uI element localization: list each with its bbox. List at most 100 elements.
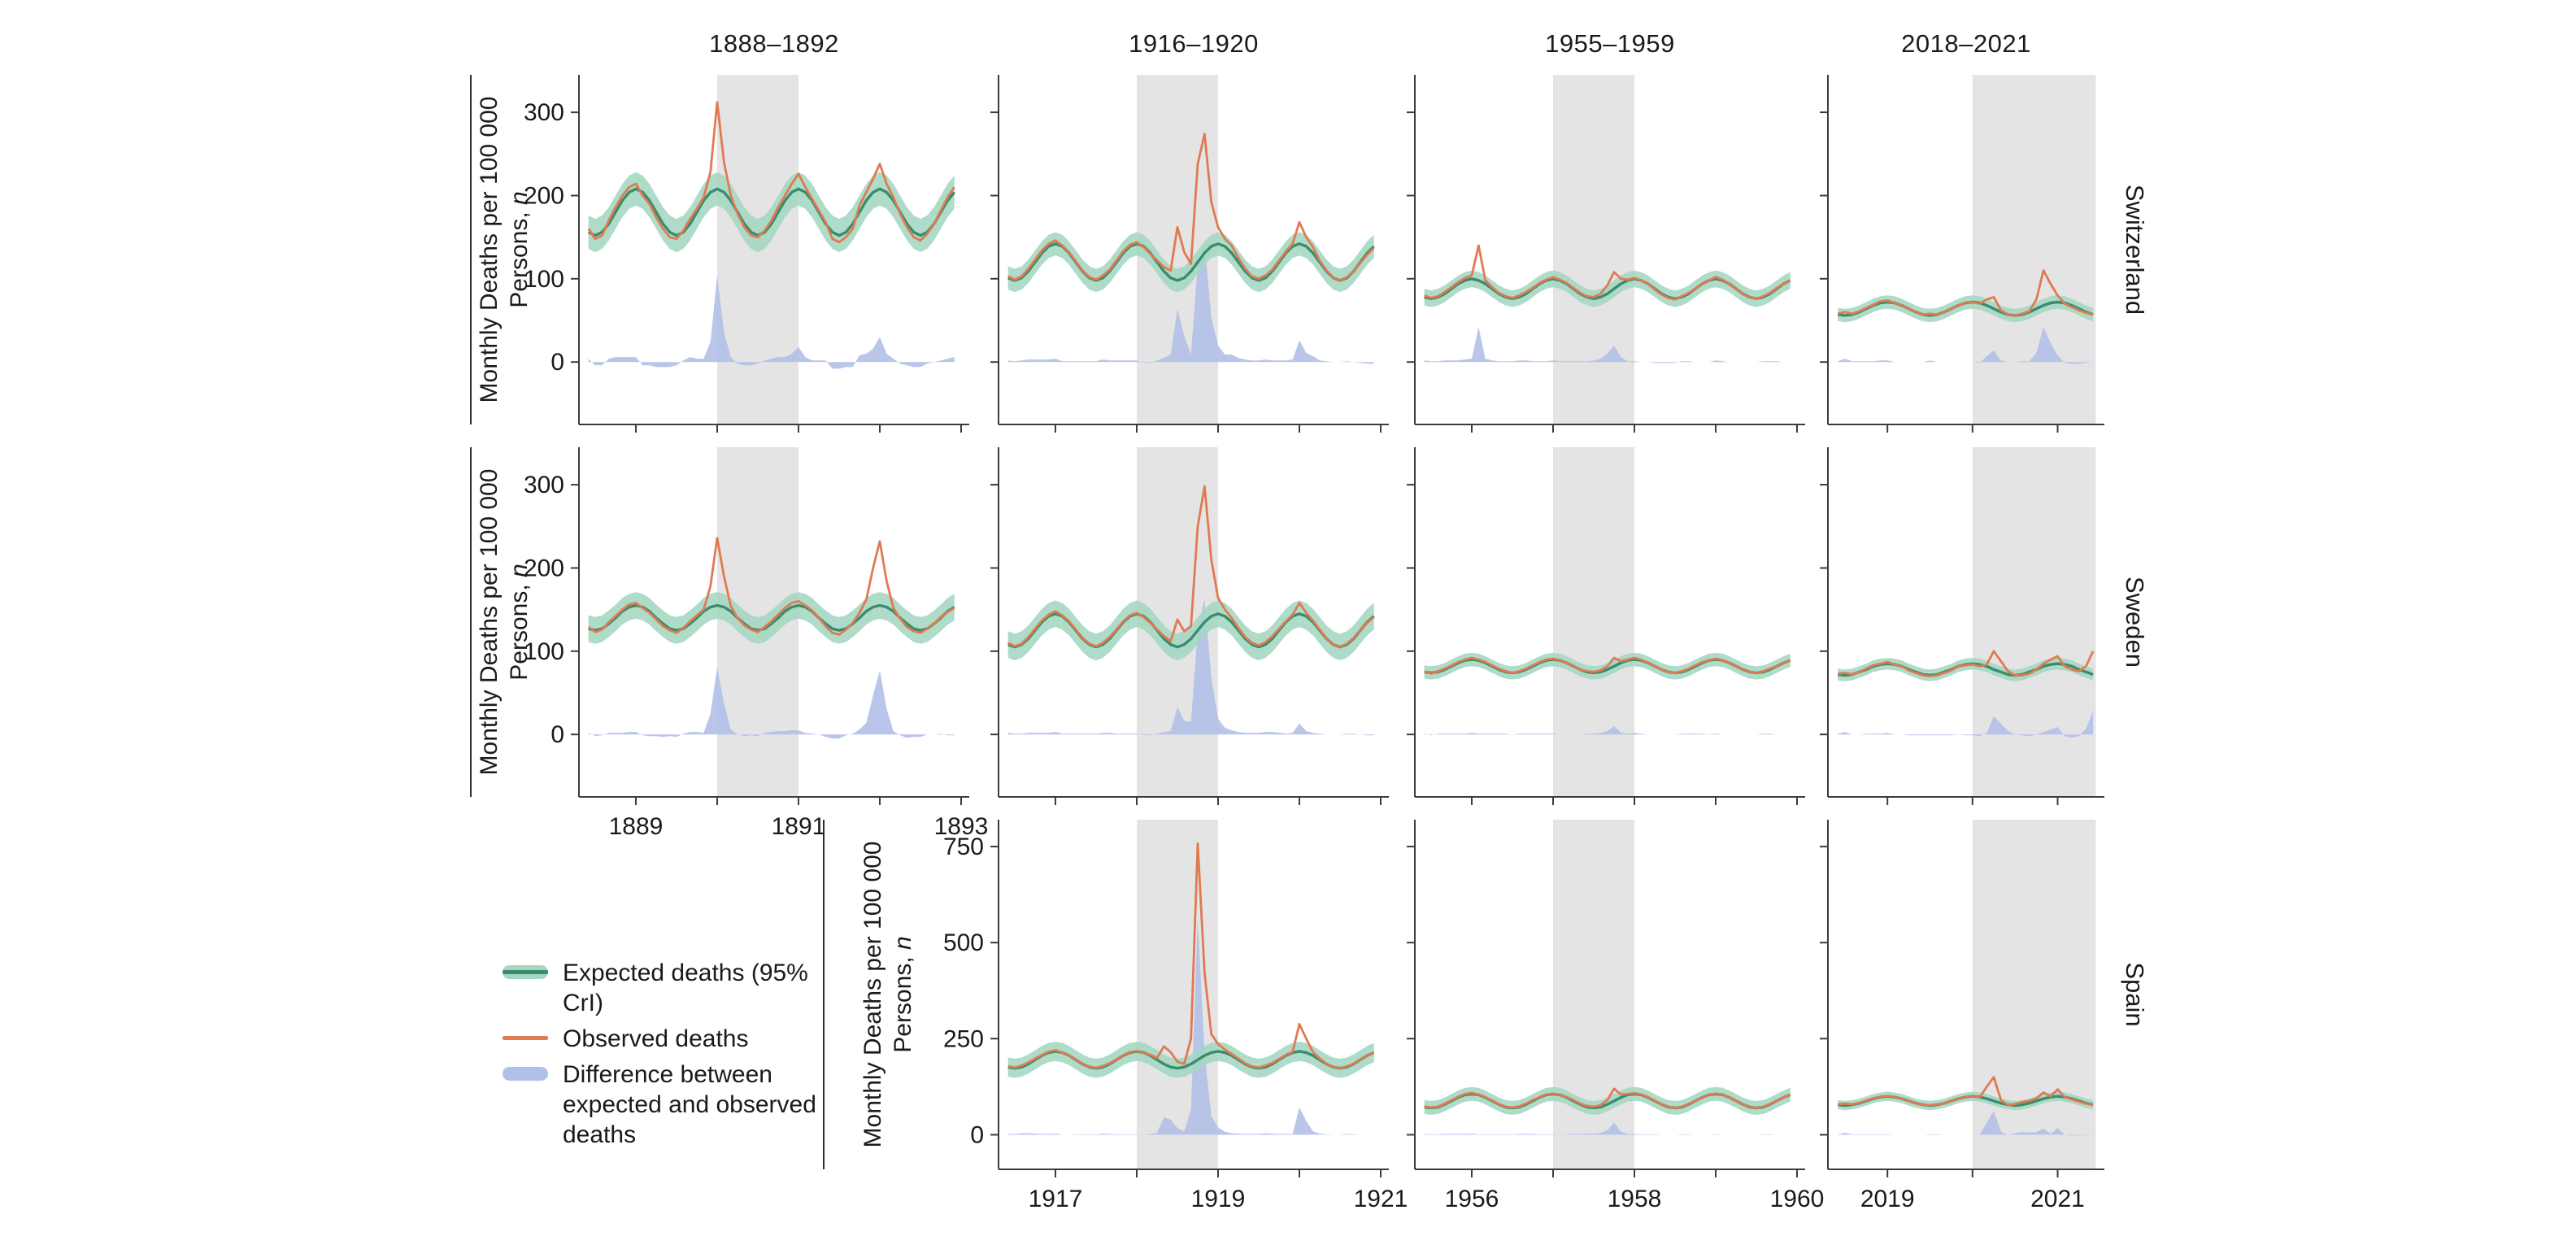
difference-swatch-icon [503,1067,548,1081]
x-tick-label: 1893 [934,813,989,840]
y-tick-label: 100 [524,266,564,293]
observed-line-swatch-icon [503,1036,548,1040]
pandemic-period-band [1972,75,2096,424]
observed-deaths-line [1007,842,1375,1070]
difference-area [1424,726,1791,736]
x-tick-label: 2021 [2030,1186,2085,1212]
observed-deaths-line [1424,656,1791,675]
pandemic-period-band [1553,75,1634,424]
chart-svg: 0 100 200 300 [524,75,969,433]
panel-switzerland-1916-1920 [990,75,1389,433]
chart-svg: 0 100 200 300 1889 1891 1893 [524,447,988,840]
panel-spain-2018-2021: 2019 2021 [1820,820,2104,1212]
column-title-2018-2021: 2018–2021 [1901,29,2031,58]
column-title-1888-1892: 1888–1892 [709,29,839,58]
figure-edge-line [470,447,472,797]
chart-svg: 0 250 500 750 1917 1919 1921 [943,820,1408,1212]
panel-sweden-1916-1920 [990,447,1389,805]
observed-deaths-line [587,101,955,244]
chart-svg [1820,447,2104,805]
chart-svg [1407,447,1805,805]
pandemic-period-band [1553,447,1634,797]
y-tick-label: 0 [550,721,564,748]
observed-deaths-line [587,537,955,636]
credible-interval-band [1838,295,2094,323]
difference-area [1838,711,2094,738]
difference-area [588,275,955,369]
panel-sweden-1955-1959 [1407,447,1805,805]
y-tick-label: 300 [524,99,564,126]
y-tick-label: 500 [943,929,984,956]
observed-deaths-line [1424,1087,1791,1109]
x-tick-label: 2019 [1860,1186,1915,1212]
figure-edge-line [470,75,472,424]
pandemic-period-band [1972,447,2096,797]
legend-label-observed: Observed deaths [563,1025,749,1052]
observed-deaths-line [1838,650,2095,677]
chart-svg [990,75,1389,433]
chart-svg [1820,75,2104,433]
column-title-1916-1920: 1916–1920 [1129,29,1259,58]
panel-spain-1916-1920: 0 250 500 750 1917 1919 1921 [943,820,1408,1212]
chart-svg [990,447,1389,805]
observed-deaths-line [1838,1076,2094,1107]
panel-switzerland-2018-2021 [1820,75,2104,433]
observed-deaths-line [1007,485,1375,649]
panel-spain-1955-1959: 1956 1958 1960 [1407,820,1824,1212]
expected-line-swatch-icon [503,970,548,974]
difference-area [588,667,955,739]
y-tick-label: 300 [524,472,564,498]
y-tick-label: 0 [550,349,564,376]
panel-sweden-1888-1892: 0 100 200 300 1889 1891 1893 [524,447,988,840]
pandemic-period-band [1972,820,2096,1169]
legend-item-expected: Expected deaths (95% CrI) [503,958,885,1018]
credible-interval-band [588,172,955,253]
observed-deaths-line [1837,269,2094,317]
x-tick-label: 1956 [1445,1186,1499,1212]
y-axis-title-n: n [890,936,916,950]
expected-deaths-line [587,187,956,237]
chart-svg: 1956 1958 1960 [1407,820,1824,1212]
row-label-spain: Spain [2121,962,2149,1027]
chart-svg [1407,75,1805,433]
x-tick-label: 1891 [772,813,826,840]
y-tick-label: 750 [943,833,984,860]
y-tick-label: 0 [970,1122,984,1149]
row-label-sweden: Sweden [2121,576,2149,668]
column-title-1955-1959: 1955–1959 [1545,29,1675,58]
legend-item-observed: Observed deaths [503,1024,885,1054]
y-tick-label: 100 [524,638,564,665]
observed-swatch [503,1031,548,1045]
row-label-switzerland: Switzerland [2121,184,2149,316]
y-tick-label: 250 [943,1025,984,1052]
credible-interval-band [1838,658,2094,681]
legend: Expected deaths (95% CrI) Observed death… [503,958,885,1155]
panel-switzerland-1888-1892: 0 100 200 300 [524,75,969,433]
y-axis-title-text: Monthly Deaths per 100 000 Persons, [476,96,533,403]
chart-svg: 2019 2021 [1820,820,2104,1212]
x-tick-label: 1960 [1770,1186,1825,1212]
x-tick-label: 1919 [1191,1186,1246,1212]
legend-label-expected: Expected deaths (95% CrI) [563,960,808,1016]
legend-item-difference: Difference between expected and observed… [503,1060,885,1150]
panel-switzerland-1955-1959 [1407,75,1805,433]
difference-area [1424,1122,1791,1135]
y-axis-title-row2: Monthly Deaths per 100 000 Persons, n [474,447,534,797]
difference-area [1424,327,1791,363]
legend-label-difference: Difference between expected and observed… [563,1061,816,1148]
y-tick-label: 200 [524,183,564,210]
observed-deaths-line [1424,244,1791,301]
y-tick-label: 200 [524,555,564,582]
y-axis-title-text: Monthly Deaths per 100 000 Persons, [476,468,533,776]
expected-band-swatch-icon [503,965,548,979]
x-tick-label: 1889 [609,813,664,840]
panel-sweden-2018-2021 [1820,447,2104,805]
observed-deaths-line [1007,133,1375,282]
difference-area [1838,327,2094,364]
x-tick-label: 1917 [1029,1186,1083,1212]
figure-edge-line [823,820,825,1169]
credible-interval-band [1838,1091,2094,1111]
x-tick-label: 1921 [1354,1186,1408,1212]
x-tick-label: 1958 [1608,1186,1662,1212]
y-axis-title-row1: Monthly Deaths per 100 000 Persons, n [474,75,534,424]
